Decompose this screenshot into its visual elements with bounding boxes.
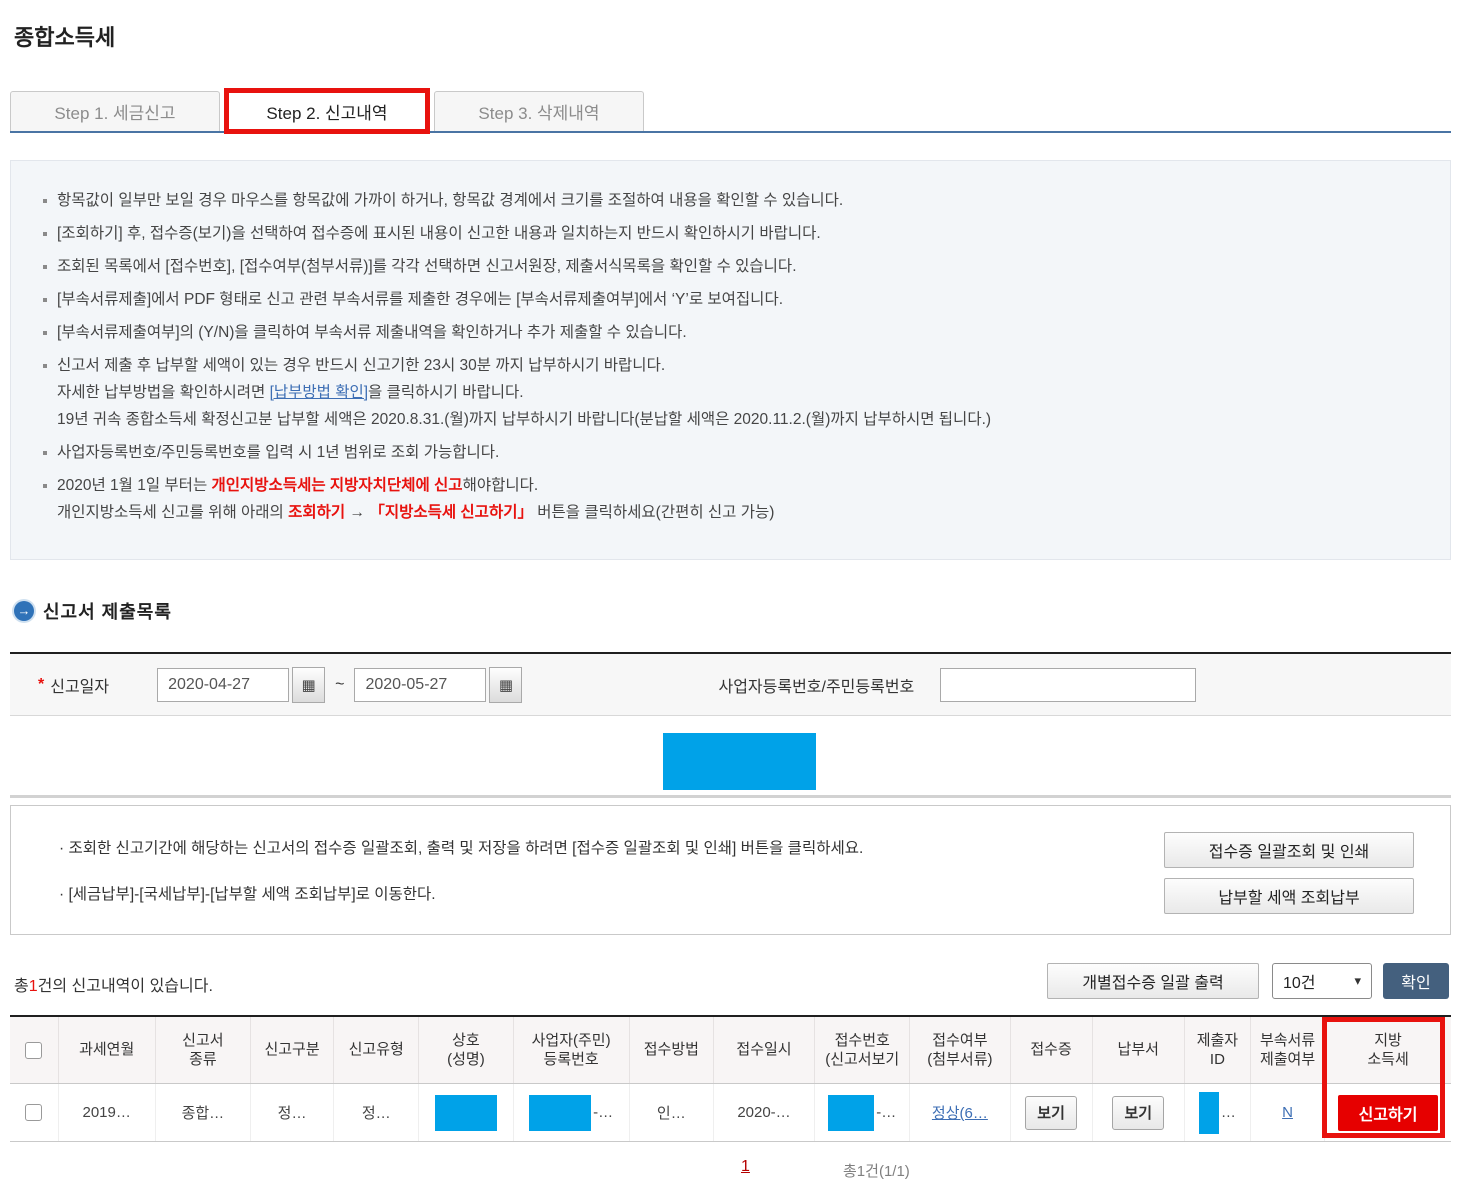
header-report-kind: 신고서 종류 <box>155 1016 251 1084</box>
header-payment-slip: 납부서 <box>1092 1016 1185 1084</box>
cell-company-name <box>418 1083 514 1142</box>
batch-receipt-print-button[interactable]: 접수증 일괄조회 및 인쇄 <box>1164 832 1414 868</box>
cell-payment-slip: 보기 <box>1092 1083 1185 1142</box>
notice-line: 조회된 목록에서 [접수번호], [접수여부(첨부서류)]를 각각 선택하면 신… <box>43 257 1418 277</box>
notice-line: 항목값이 일부만 보일 경우 마우스를 항목값에 가까이 하거나, 항목값 경계… <box>43 191 1418 211</box>
business-id-input[interactable] <box>940 667 1197 702</box>
cell-receipt-status: 정상(6… <box>909 1083 1011 1142</box>
cell-attachment-flag: N <box>1250 1083 1326 1142</box>
confirm-button[interactable]: 확인 <box>1383 963 1449 999</box>
cell-receipt-no: -… <box>814 1083 911 1142</box>
date-range-tilde: ~ <box>335 675 345 693</box>
header-receipt-status: 접수여부 (첨부서류) <box>909 1016 1011 1084</box>
notice-box: 항목값이 일부만 보일 경우 마우스를 항목값에 가까이 하거나, 항목값 경계… <box>10 160 1451 560</box>
cell-report-type: 정… <box>333 1083 420 1142</box>
local-tax-report-button[interactable]: 신고하기 <box>1338 1094 1439 1131</box>
row-checkbox[interactable] <box>25 1104 43 1122</box>
page-size-value: 10건 <box>1283 975 1316 992</box>
notice-line: 신고서 제출 후 납부할 세액이 있는 경우 반드시 신고기한 23시 30분 … <box>57 357 666 374</box>
header-business-no: 사업자(주민) 등록번호 <box>513 1016 630 1084</box>
cell-business-no: -… <box>513 1083 630 1142</box>
page-size-select[interactable]: 10건 ▾ <box>1272 963 1372 999</box>
calendar-icon: ▦ <box>498 676 514 694</box>
redaction-business-no <box>529 1094 592 1131</box>
report-date-to-input[interactable] <box>354 667 487 702</box>
table-header-row: 과세연월 신고서 종류 신고구분 신고유형 상호 (성명) 사업자(주민) 등록… <box>10 1016 1451 1084</box>
header-attachment-flag: 부속서류 제출여부 <box>1250 1016 1326 1084</box>
receipt-status-link[interactable]: 정상(6… <box>931 1105 988 1122</box>
divider <box>10 795 1451 798</box>
search-form: * 신고일자 ▦ ~ ▦ 사업자등록번호/주민등록번호 <box>10 652 1451 716</box>
notice-line: [부속서류제출여부]의 (Y/N)을 클릭하여 부속서류 제출내역을 확인하거나… <box>43 323 1418 343</box>
cell-receipt-view: 보기 <box>1010 1083 1093 1142</box>
report-table: 과세연월 신고서 종류 신고구분 신고유형 상호 (성명) 사업자(주민) 등록… <box>10 1015 1451 1142</box>
date-range: ▦ ~ ▦ <box>157 666 523 703</box>
notice-line: 2020년 1월 1일 부터는 개인지방소득세는 지방자치단체에 신고해야합니다… <box>57 477 539 494</box>
redaction-submitter-id <box>1198 1091 1219 1134</box>
notice-line: 개인지방소득세 신고를 위해 아래의 조회하기 → 「지방소득세 신고하기」 버… <box>57 504 775 521</box>
table-row: 2019… 종합… 정… 정… -… 인… 2020-… -… 정상(6… 보기… <box>10 1083 1451 1142</box>
header-submitter-id: 제출자 ID <box>1184 1016 1251 1084</box>
cell-receipt-method: 인… <box>629 1083 714 1142</box>
tab-step3-delete-history[interactable]: Step 3. 삭제내역 <box>434 91 644 131</box>
header-receipt-view: 접수증 <box>1010 1016 1093 1084</box>
payment-method-link[interactable]: [납부방법 확인] <box>269 384 369 401</box>
redaction-query-button[interactable] <box>663 733 816 790</box>
individual-receipt-print-button[interactable]: 개별접수증 일괄 출력 <box>1047 963 1259 999</box>
report-date-from-input[interactable] <box>157 667 290 702</box>
header-receipt-no: 접수번호 (신고서보기 <box>814 1016 911 1084</box>
calendar-icon: ▦ <box>301 676 316 694</box>
redaction-company-name <box>434 1094 497 1131</box>
calendar-button-from[interactable]: ▦ <box>292 666 326 703</box>
view-payment-slip-button[interactable]: 보기 <box>1112 1095 1165 1130</box>
calendar-button-to[interactable]: ▦ <box>489 666 523 703</box>
step-tab-bar: Step 1. 세금신고 Step 2. 신고내역 Step 3. 삭제내역 <box>10 85 1451 134</box>
header-receipt-datetime: 접수일시 <box>713 1016 816 1084</box>
chevron-down-icon: ▾ <box>1354 973 1361 988</box>
cell-report-kind: 종합… <box>155 1083 251 1142</box>
header-local-income-tax: 지방 소득세 <box>1324 1016 1451 1084</box>
notice-line-group: 2020년 1월 1일 부터는 개인지방소득세는 지방자치단체에 신고해야합니다… <box>43 476 1418 523</box>
pagination-page-1[interactable]: 1 <box>741 1158 750 1175</box>
notice-line: [조회하기] 후, 접수증(보기)을 선택하여 접수증에 표시된 내용이 신고한… <box>43 224 1418 244</box>
cell-checkbox <box>10 1083 59 1142</box>
result-count: 1 <box>28 978 38 995</box>
page-title: 종합소득세 <box>14 25 116 50</box>
attachment-flag-link[interactable]: N <box>1282 1104 1293 1121</box>
redaction-receipt-no <box>828 1094 875 1131</box>
report-date-label: 신고일자 <box>50 678 110 696</box>
notice-line-group: 신고서 제출 후 납부할 세액이 있는 경우 반드시 신고기한 23시 30분 … <box>43 356 1418 430</box>
view-receipt-button[interactable]: 보기 <box>1025 1095 1078 1130</box>
header-tax-year: 과세연월 <box>58 1016 156 1084</box>
actions-line: · [세금납부]-[국세납부]-[납부할 세액 조회납부]로 이동한다. <box>59 886 436 903</box>
cell-receipt-datetime: 2020-… <box>713 1083 816 1142</box>
header-report-class: 신고구분 <box>250 1016 335 1084</box>
actions-line: · 조회한 신고기간에 해당하는 신고서의 접수증 일괄조회, 출력 및 저장을… <box>59 840 864 857</box>
pagination-total: 총1건(1/1) <box>843 1163 910 1180</box>
header-company-name: 상호 (성명) <box>418 1016 514 1084</box>
cell-local-income-tax: 신고하기 <box>1324 1083 1451 1142</box>
result-summary: 총1건의 신고내역이 있습니다. <box>14 978 213 995</box>
tab-step1-tax-report[interactable]: Step 1. 세금신고 <box>10 91 220 131</box>
section-title: 신고서 제출목록 <box>43 602 172 622</box>
actions-box: · 조회한 신고기간에 해당하는 신고서의 접수증 일괄조회, 출력 및 저장을… <box>10 805 1451 935</box>
tab-step2-report-history[interactable]: Step 2. 신고내역 <box>224 88 430 134</box>
notice-line: 사업자등록번호/주민등록번호를 입력 시 1년 범위로 조회 가능합니다. <box>43 443 1418 463</box>
cell-tax-year: 2019… <box>58 1083 156 1142</box>
header-report-type: 신고유형 <box>333 1016 420 1084</box>
notice-line: 19년 귀속 종합소득세 확정신고분 납부할 세액은 2020.8.31.(월)… <box>57 411 992 428</box>
business-id-label: 사업자등록번호/주민등록번호 <box>718 678 915 696</box>
required-asterisk: * <box>38 675 45 693</box>
arrow-circle-icon: → <box>14 601 34 621</box>
notice-line: 자세한 납부방법을 확인하시려면 [납부방법 확인]을 클릭하시기 바랍니다. <box>57 384 524 401</box>
section-header: → 신고서 제출목록 <box>14 598 172 624</box>
header-receipt-method: 접수방법 <box>629 1016 714 1084</box>
cell-submitter-id: … <box>1184 1083 1251 1142</box>
tax-payment-lookup-button[interactable]: 납부할 세액 조회납부 <box>1164 878 1414 914</box>
header-checkbox-cell <box>10 1016 59 1084</box>
select-all-checkbox[interactable] <box>25 1041 43 1059</box>
cell-report-class: 정… <box>250 1083 335 1142</box>
notice-line: [부속서류제출]에서 PDF 형태로 신고 관련 부속서류를 제출한 경우에는 … <box>43 290 1418 310</box>
